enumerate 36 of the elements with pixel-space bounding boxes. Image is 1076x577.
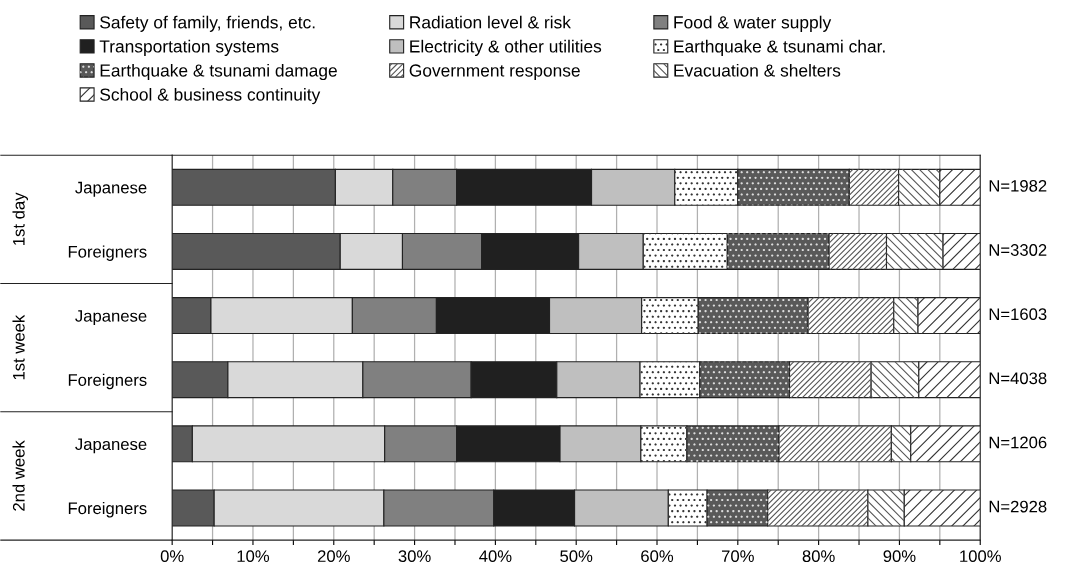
- x-tick-label: 10%: [237, 550, 270, 563]
- y-tick-label: Foreigners: [68, 245, 147, 261]
- y-tick-label: Foreigners: [68, 501, 147, 518]
- legend-label: Earthquake & tsunami char.: [674, 39, 885, 56]
- y-tick-label: Japanese: [75, 181, 147, 197]
- text: 2nd week: [12, 440, 25, 511]
- legend-label: Government response: [409, 64, 580, 81]
- x-tick-label: 60%: [641, 550, 674, 563]
- legend-label: Electricity & other utilities: [410, 39, 602, 56]
- y-tick-label: Japanese: [75, 310, 147, 326]
- text: N=3302: [989, 244, 1047, 256]
- legend-label: Food & water supply: [674, 15, 832, 32]
- legend-label: Radiation level & risk: [410, 15, 571, 29]
- x-tick-label: 0%: [160, 550, 184, 563]
- x-tick-label: 40%: [479, 550, 512, 563]
- text: N=2928: [989, 500, 1047, 513]
- x-tick-label: 20%: [317, 550, 350, 563]
- y-tick-label: Foreigners: [68, 373, 147, 390]
- legend-label: Safety of family, friends, etc.: [100, 15, 315, 32]
- x-tick-label: 30%: [398, 550, 431, 563]
- x-tick-label: 100%: [960, 550, 1001, 563]
- legend-label: Earthquake & tsunami damage: [100, 63, 337, 81]
- text: 1st week: [12, 314, 25, 380]
- legend-label: Evacuation & shelters: [674, 63, 841, 77]
- text: N=1206: [989, 436, 1047, 449]
- text: N=1603: [989, 308, 1047, 321]
- text: N=4038: [989, 372, 1047, 385]
- x-tick-label: 50%: [560, 550, 593, 563]
- text: N=1982: [989, 179, 1047, 192]
- x-tick-label: 70%: [721, 550, 754, 563]
- legend-label: Transportation systems: [99, 39, 279, 56]
- legend-label: School & business continuity: [100, 87, 321, 105]
- text: 1st day: [12, 192, 29, 245]
- x-tick-label: 90%: [883, 550, 916, 563]
- x-tick-label: 80%: [802, 550, 835, 563]
- y-tick-label: Japanese: [75, 438, 147, 454]
